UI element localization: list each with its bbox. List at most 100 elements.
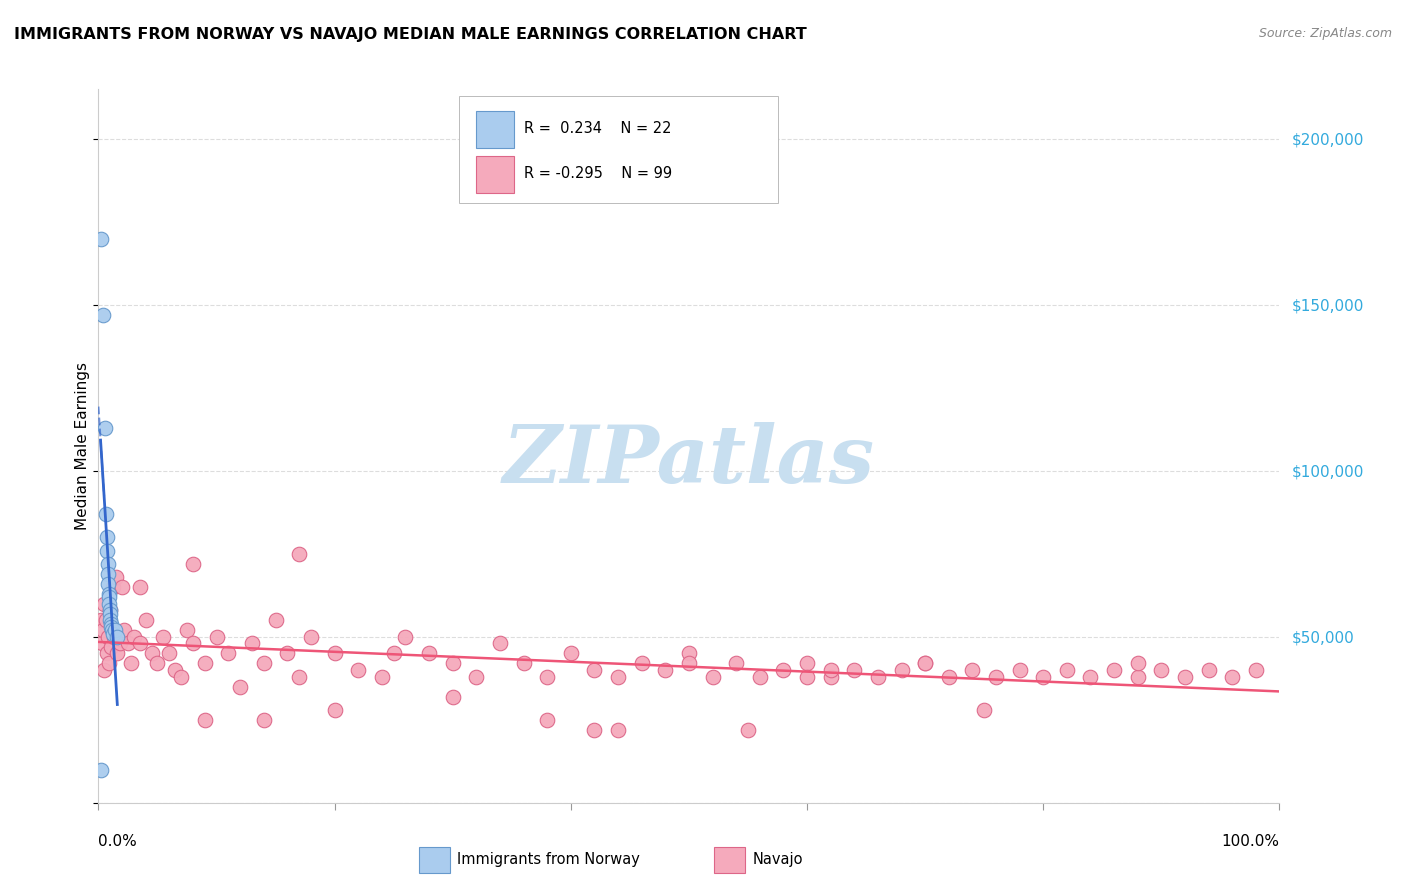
Point xyxy=(105,647,128,661)
Point xyxy=(97,630,120,644)
Point xyxy=(128,580,150,594)
Point xyxy=(394,630,416,644)
Point xyxy=(94,421,117,435)
Point xyxy=(737,723,759,737)
Point xyxy=(90,763,112,777)
Point xyxy=(962,663,984,677)
Point xyxy=(194,713,217,727)
Point xyxy=(654,663,676,677)
Point xyxy=(90,613,112,627)
Text: Navajo: Navajo xyxy=(752,853,803,867)
Point xyxy=(128,636,150,650)
Point xyxy=(512,657,534,671)
Point xyxy=(1244,663,1267,677)
Point xyxy=(441,690,464,704)
Point xyxy=(536,670,558,684)
Point xyxy=(105,630,128,644)
Point xyxy=(1008,663,1031,677)
Point xyxy=(96,647,118,661)
Point xyxy=(820,663,842,677)
Point xyxy=(276,647,298,661)
Point xyxy=(112,624,135,638)
Point xyxy=(1056,663,1078,677)
Point xyxy=(97,576,120,591)
Point xyxy=(205,630,228,644)
Point xyxy=(117,636,139,650)
Point xyxy=(229,680,252,694)
Point xyxy=(630,657,652,671)
Point xyxy=(98,603,121,617)
Point xyxy=(97,566,120,581)
Text: ZIPatlas: ZIPatlas xyxy=(503,422,875,499)
Point xyxy=(141,647,163,661)
Point xyxy=(1174,670,1197,684)
Point xyxy=(152,630,174,644)
Text: Immigrants from Norway: Immigrants from Norway xyxy=(457,853,640,867)
Point xyxy=(264,613,287,627)
Point xyxy=(288,670,311,684)
Point xyxy=(105,570,128,584)
Point xyxy=(194,657,217,671)
Text: Source: ZipAtlas.com: Source: ZipAtlas.com xyxy=(1258,27,1392,40)
Point xyxy=(98,613,121,627)
Point xyxy=(94,507,117,521)
Point xyxy=(98,597,121,611)
Point xyxy=(1032,670,1054,684)
Point xyxy=(984,670,1007,684)
Point xyxy=(91,624,114,638)
Point xyxy=(678,647,700,661)
Point xyxy=(560,647,582,661)
Point xyxy=(702,670,724,684)
Point xyxy=(323,703,346,717)
Point xyxy=(181,557,204,571)
Point xyxy=(98,607,121,621)
Point xyxy=(914,657,936,671)
Point xyxy=(973,703,995,717)
Point xyxy=(890,663,912,677)
Point xyxy=(111,580,134,594)
Point xyxy=(583,663,606,677)
Point xyxy=(97,587,120,601)
Point xyxy=(157,647,180,661)
Text: R = -0.295    N = 99: R = -0.295 N = 99 xyxy=(523,166,672,181)
Point xyxy=(465,670,488,684)
Point xyxy=(104,624,127,638)
Point xyxy=(170,670,193,684)
Point xyxy=(441,657,464,671)
Point xyxy=(1080,670,1102,684)
Point xyxy=(98,590,121,604)
Point xyxy=(101,624,124,638)
Point xyxy=(914,657,936,671)
Point xyxy=(98,603,121,617)
Point xyxy=(347,663,370,677)
Point xyxy=(536,713,558,727)
Point xyxy=(101,580,124,594)
Point xyxy=(90,231,112,245)
Point xyxy=(93,597,115,611)
Point xyxy=(1126,670,1149,684)
Point xyxy=(101,626,124,640)
Point xyxy=(176,624,198,638)
Point xyxy=(240,636,263,650)
FancyBboxPatch shape xyxy=(477,155,515,193)
Point xyxy=(1150,663,1173,677)
Point xyxy=(181,636,204,650)
Point xyxy=(100,620,122,634)
Point xyxy=(725,657,748,671)
Point xyxy=(146,657,169,671)
Point xyxy=(796,657,818,671)
Point xyxy=(288,547,311,561)
Point xyxy=(121,657,143,671)
Point xyxy=(94,613,117,627)
Point xyxy=(100,616,122,631)
Point xyxy=(98,657,121,671)
Text: 100.0%: 100.0% xyxy=(1222,834,1279,849)
Point xyxy=(678,657,700,671)
Point xyxy=(938,670,960,684)
Point xyxy=(371,670,394,684)
Point xyxy=(1198,663,1220,677)
Point xyxy=(217,647,239,661)
Point xyxy=(1102,663,1125,677)
Point xyxy=(96,530,118,544)
Point xyxy=(108,636,131,650)
